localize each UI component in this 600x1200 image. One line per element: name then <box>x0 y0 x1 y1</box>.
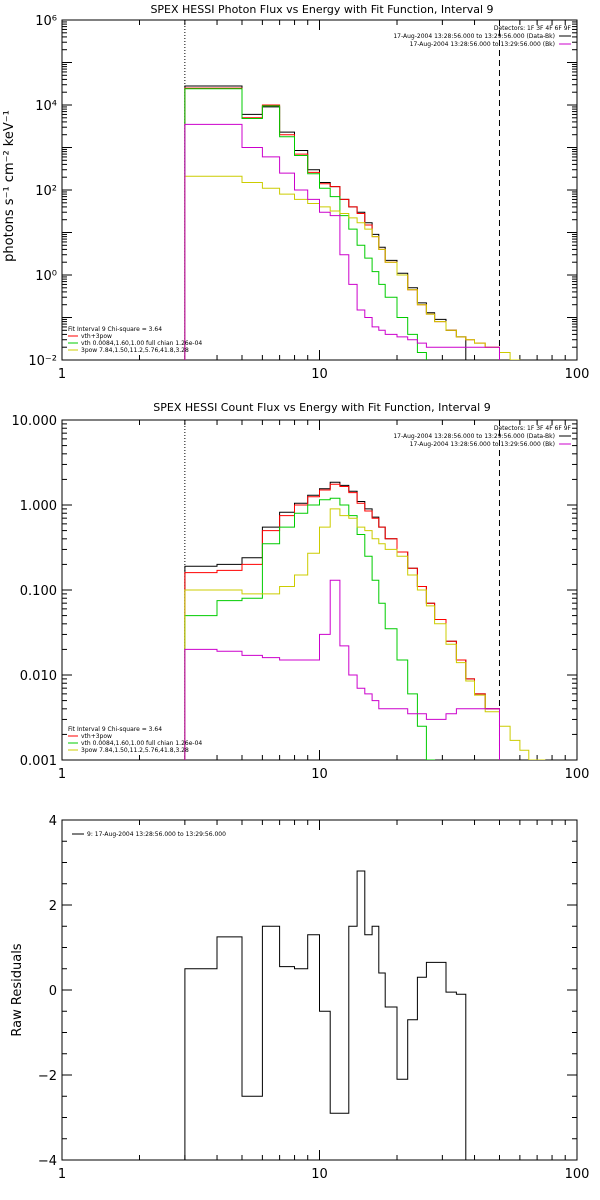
y-tick-label: 0.001 <box>20 754 57 769</box>
series-line-vth-3pow <box>184 87 500 360</box>
x-tick-label: 100 <box>565 767 590 782</box>
series-group <box>184 85 521 360</box>
x-tick-label: 1 <box>58 1167 66 1182</box>
y-tick-label: 0 <box>49 984 57 999</box>
series-line-vth <box>184 88 427 360</box>
y-tick-label: 10⁶ <box>35 14 57 29</box>
x-tick-label: 100 <box>565 1167 590 1182</box>
series-line-bk <box>184 579 500 760</box>
legend-entry-label: 3pow 7.84,1.50,11.2,5.76,41.8,3.28 <box>81 347 189 354</box>
legend-entry-label: 3pow 7.84,1.50,11.2,5.76,41.8,3.28 <box>81 747 189 754</box>
y-tick-label: 0.010 <box>20 669 57 684</box>
legend-entry-label: 17-Aug-2004 13:28:56.000 to 13:29:56.000… <box>393 433 555 440</box>
y-tick-label: 10⁴ <box>35 99 57 114</box>
count-flux-title: SPEX HESSI Count Flux vs Energy with Fit… <box>153 401 490 414</box>
photon-flux-ylabel: photons s⁻¹ cm⁻² keV⁻¹ <box>2 110 17 262</box>
legend-detectors: Detectors: 1F 3F 4F 6F 9F <box>494 425 572 432</box>
y-tick-label: 1.000 <box>20 499 57 514</box>
x-tick-label: 10 <box>311 1167 328 1182</box>
series-line-bk <box>184 123 500 360</box>
x-tick-label: 1 <box>58 767 66 782</box>
series-line-data-bk <box>184 481 500 760</box>
legend-fit-header: Fit Interval 9 Chi-square = 3.64 <box>68 326 162 333</box>
y-tick-label: −4 <box>38 1154 57 1169</box>
legend-entry-label: 17-Aug-2004 13:28:56.000 to 13:29:56.000… <box>393 33 555 40</box>
residuals-panel: Raw Residuals 1 10 100 −4 −2 0 2 4 9: 17-Aug-200… <box>10 814 589 1182</box>
y-tick-label: 10² <box>35 184 57 199</box>
y-tick-label: −2 <box>38 1069 57 1084</box>
series-line-vth-3pow <box>184 483 500 760</box>
x-tick-label: 1 <box>58 367 66 382</box>
count-flux-panel: SPEX HESSI Count Flux vs Energy with Fit… <box>12 401 590 782</box>
x-tick-label: 10 <box>311 767 328 782</box>
photon-flux-title: SPEX HESSI Photon Flux vs Energy with Fi… <box>150 3 493 16</box>
legend-entry-label: 17-Aug-2004 13:28:56.000 to 13:29:56.000… <box>410 41 555 48</box>
residuals-ylabel: Raw Residuals <box>10 943 25 1036</box>
y-tick-label: 10⁻² <box>28 354 57 369</box>
series-group <box>184 870 467 1160</box>
legend-detectors: Detectors: 1F 3F 4F 6F 9F <box>494 25 572 32</box>
y-tick-label: 0.100 <box>20 584 57 599</box>
legend-entry-label: vth+3pow <box>81 733 112 740</box>
series-line-residuals <box>184 870 467 1160</box>
x-tick-label: 10 <box>311 367 328 382</box>
photon-flux-panel: SPEX HESSI Photon Flux vs Energy with Fi… <box>2 3 589 382</box>
legend-entry-label: vth 0.0084,1.60,1.00 full chian 1.26e-04 <box>81 340 202 347</box>
series-group <box>184 481 546 760</box>
series-line-data-bk <box>184 85 467 360</box>
legend-fit-header: Fit Interval 9 Chi-square = 3.64 <box>68 726 162 733</box>
legend-entry-label: vth+3pow <box>81 333 112 340</box>
legend-entry-label: 9: 17-Aug-2004 13:28:56.000 to 13:29:56.… <box>87 831 226 838</box>
series-line-3pow <box>184 175 521 360</box>
y-tick-label: 10.000 <box>12 414 58 429</box>
legend-entry-label: 17-Aug-2004 13:28:56.000 to 13:29:56.000… <box>410 441 555 448</box>
y-tick-label: 10⁰ <box>35 269 57 284</box>
x-tick-label: 100 <box>565 367 590 382</box>
series-line-vth <box>184 497 436 760</box>
legend-entry-label: vth 0.0084,1.60,1.00 full chian 1.26e-04 <box>81 740 202 747</box>
y-tick-label: 4 <box>49 814 57 829</box>
y-tick-label: 2 <box>49 899 57 914</box>
